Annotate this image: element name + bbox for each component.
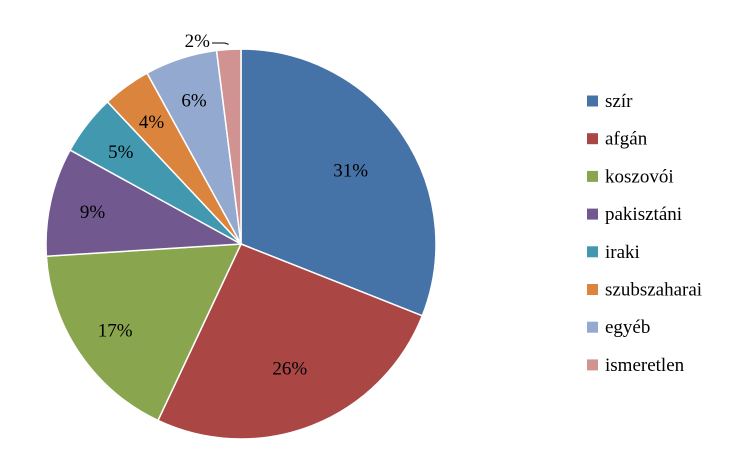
pie-label-szír: 31% bbox=[333, 161, 368, 182]
pie-label-iraki: 5% bbox=[108, 142, 134, 163]
pie-label-szubszaharai: 4% bbox=[139, 112, 165, 133]
pie-slices bbox=[45, 48, 437, 440]
pie-slice-pakisztáni bbox=[45, 149, 244, 258]
legend-label-egyéb: egyéb bbox=[605, 317, 650, 338]
pie-leader-line-ismeretlen bbox=[212, 42, 229, 45]
pie-slice-ismeretlen bbox=[215, 48, 242, 245]
pie-slice-szír bbox=[240, 48, 437, 317]
legend-swatch-ismeretlen bbox=[587, 359, 598, 371]
legend-swatch-iraki bbox=[587, 246, 598, 258]
pie-labels: 31% 26% 17% 9% 5%4% 6% 2% bbox=[80, 31, 368, 379]
pie-slice-afgán bbox=[156, 243, 424, 440]
pie-label-koszovói: 17% bbox=[98, 321, 133, 342]
legend-swatch-koszovói bbox=[587, 170, 598, 182]
legend-swatch-pakisztáni bbox=[587, 208, 598, 220]
legend-label-afgán: afgán bbox=[605, 129, 648, 150]
legend-swatch-egyéb bbox=[587, 321, 598, 333]
legend-label-ismeretlen: ismeretlen bbox=[605, 355, 685, 376]
pie-label-egyéb: 6% bbox=[181, 90, 207, 111]
legend-label-pakisztáni: pakisztáni bbox=[605, 204, 682, 225]
pie-label-pakisztáni: 9% bbox=[80, 202, 106, 223]
legend-swatch-szír bbox=[587, 95, 598, 107]
legend-swatch-szubszaharai bbox=[587, 284, 598, 295]
legend-label-koszovói: koszovói bbox=[605, 166, 674, 187]
legend-label-iraki: iraki bbox=[605, 242, 640, 263]
legend-label-szubszaharai: szubszaharai bbox=[605, 280, 702, 301]
legend-label-szír: szír bbox=[605, 91, 633, 112]
legend: szír afgán koszovói pakisztáni iraki szubszah… bbox=[587, 91, 702, 376]
legend-swatch-afgán bbox=[587, 133, 598, 145]
pie-slice-koszovói bbox=[45, 243, 243, 422]
pie-label-afgán: 26% bbox=[272, 358, 307, 379]
pie-label-ismeretlen: 2% bbox=[185, 31, 211, 52]
